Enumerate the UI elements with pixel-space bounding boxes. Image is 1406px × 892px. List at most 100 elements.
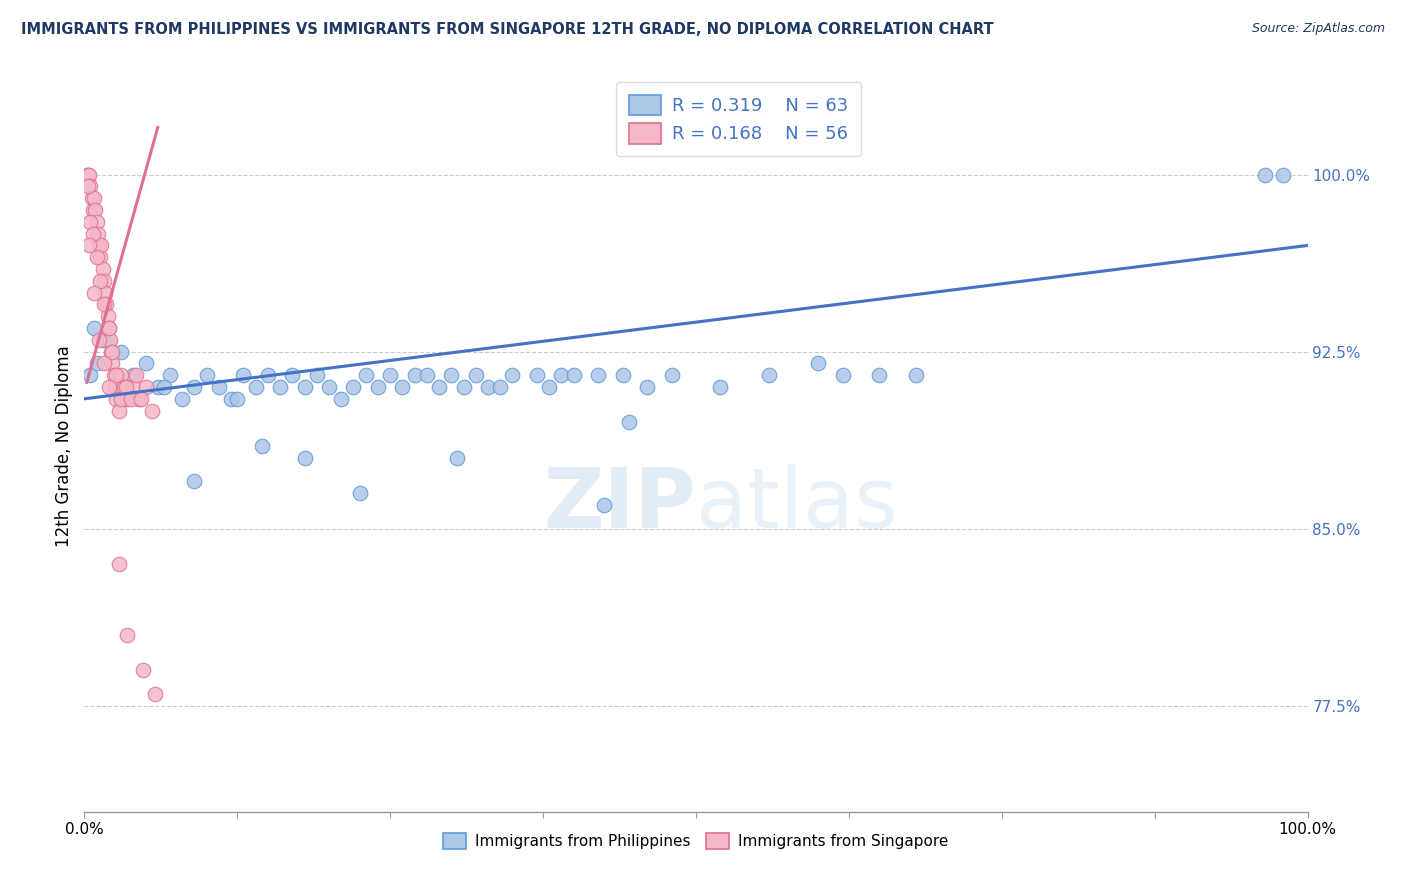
Point — [110, 344, 132, 359]
Point — [86, 250, 108, 264]
Text: atlas: atlas — [696, 464, 897, 545]
Point — [183, 380, 205, 394]
Point — [143, 687, 166, 701]
Point — [93, 297, 115, 311]
Point — [115, 628, 138, 642]
Point — [90, 238, 112, 252]
Point — [232, 368, 254, 383]
Point — [305, 368, 328, 383]
Point — [661, 368, 683, 383]
Point — [427, 380, 450, 394]
Point — [83, 321, 105, 335]
Point — [97, 310, 120, 324]
Point — [294, 450, 316, 465]
Point — [502, 368, 524, 383]
Point — [82, 202, 104, 217]
Point — [107, 403, 129, 417]
Point — [281, 368, 304, 383]
Point — [98, 333, 121, 347]
Point — [125, 368, 148, 383]
Point — [129, 392, 152, 406]
Point — [82, 227, 104, 241]
Point — [87, 227, 110, 241]
Text: IMMIGRANTS FROM PHILIPPINES VS IMMIGRANTS FROM SINGAPORE 12TH GRADE, NO DIPLOMA : IMMIGRANTS FROM PHILIPPINES VS IMMIGRANT… — [21, 22, 994, 37]
Point — [141, 403, 163, 417]
Point — [100, 344, 122, 359]
Point — [831, 368, 853, 383]
Point — [96, 297, 118, 311]
Point — [404, 368, 426, 383]
Point — [758, 368, 780, 383]
Point — [464, 368, 486, 383]
Point — [86, 356, 108, 370]
Point — [135, 356, 157, 370]
Point — [416, 368, 439, 383]
Point — [869, 368, 891, 383]
Point — [79, 179, 101, 194]
Point — [128, 392, 150, 406]
Point — [97, 321, 120, 335]
Point — [526, 368, 548, 383]
Point — [83, 191, 105, 205]
Point — [709, 380, 731, 394]
Point — [226, 392, 249, 406]
Point — [257, 368, 280, 383]
Point — [105, 368, 128, 383]
Point — [245, 380, 267, 394]
Point — [586, 368, 609, 383]
Point — [159, 368, 181, 383]
Point — [94, 285, 117, 300]
Point — [132, 663, 155, 677]
Point — [440, 368, 463, 383]
Point — [146, 380, 169, 394]
Point — [453, 380, 475, 394]
Point — [593, 498, 616, 512]
Point — [489, 380, 512, 394]
Point — [115, 392, 138, 406]
Point — [77, 168, 100, 182]
Point — [612, 368, 634, 383]
Point — [77, 238, 100, 252]
Point — [91, 333, 114, 347]
Point — [807, 356, 830, 370]
Point — [105, 392, 128, 406]
Point — [77, 168, 100, 182]
Point — [122, 380, 145, 394]
Point — [183, 475, 205, 489]
Point — [110, 368, 132, 383]
Point — [380, 368, 402, 383]
Point — [208, 380, 231, 394]
Point — [89, 250, 111, 264]
Point — [91, 262, 114, 277]
Point — [87, 238, 110, 252]
Point — [122, 368, 145, 383]
Text: ZIP: ZIP — [544, 464, 696, 545]
Point — [79, 368, 101, 383]
Point — [83, 285, 105, 300]
Point — [617, 416, 640, 430]
Text: Source: ZipAtlas.com: Source: ZipAtlas.com — [1251, 22, 1385, 36]
Point — [269, 380, 291, 394]
Point — [294, 380, 316, 394]
Point — [103, 368, 125, 383]
Point — [195, 368, 218, 383]
Y-axis label: 12th Grade, No Diploma: 12th Grade, No Diploma — [55, 345, 73, 547]
Point — [110, 392, 132, 406]
Legend: Immigrants from Philippines, Immigrants from Singapore: Immigrants from Philippines, Immigrants … — [437, 827, 955, 855]
Point — [93, 274, 115, 288]
Point — [446, 450, 468, 465]
Point — [330, 392, 353, 406]
Point — [477, 380, 499, 394]
Point — [135, 380, 157, 394]
Point — [391, 380, 413, 394]
Point — [636, 380, 658, 394]
Point — [318, 380, 340, 394]
Point — [80, 191, 103, 205]
Point — [101, 344, 124, 359]
Point — [107, 557, 129, 571]
Point — [349, 486, 371, 500]
Point — [172, 392, 194, 406]
Point — [342, 380, 364, 394]
Point — [86, 215, 108, 229]
Point — [905, 368, 928, 383]
